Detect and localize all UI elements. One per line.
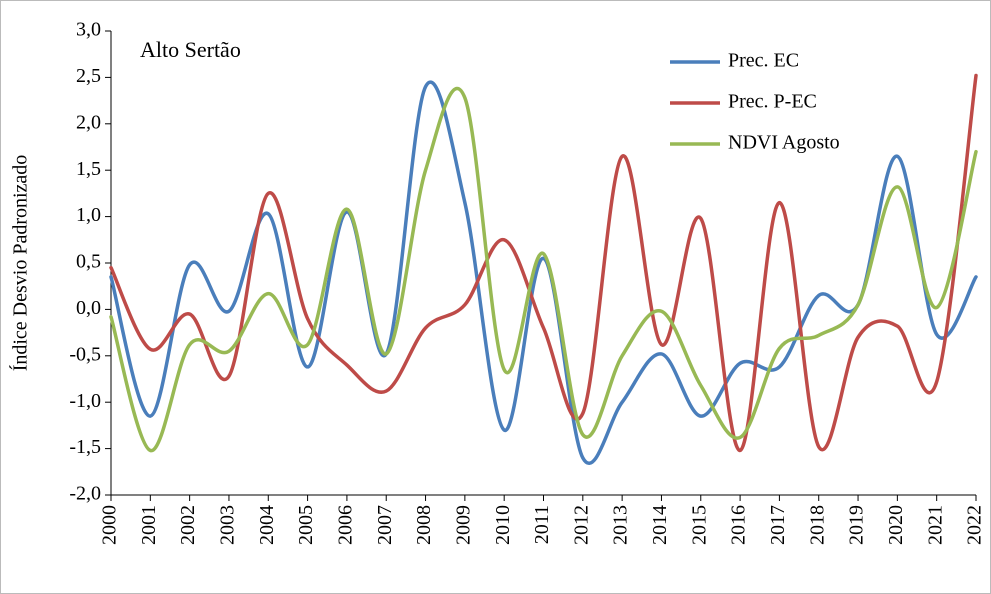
x-tick-label: 2011 <box>531 505 553 544</box>
y-tick-label: 2,5 <box>76 65 101 87</box>
y-tick-label: 3,0 <box>76 19 101 41</box>
x-tick-label: 2021 <box>924 505 946 545</box>
x-tick-label: 2010 <box>492 505 514 545</box>
x-tick-label: 2000 <box>99 505 121 545</box>
x-tick-label: 2009 <box>452 505 474 545</box>
x-tick-label: 2006 <box>335 505 357 545</box>
y-tick-label: -1,5 <box>69 436 101 458</box>
y-tick-label: -0,5 <box>69 343 101 365</box>
y-tick-label: 0,5 <box>76 251 101 273</box>
legend-label: Prec. EC <box>728 50 799 72</box>
x-tick-label: 2007 <box>374 505 396 545</box>
y-tick-label: -1,0 <box>69 390 101 412</box>
x-tick-label: 2003 <box>217 505 239 545</box>
x-tick-label: 2022 <box>964 505 986 545</box>
y-axis-label: Índice Desvio Padronizado <box>9 155 32 372</box>
x-tick-label: 2004 <box>256 505 278 545</box>
chart-title: Alto Sertão <box>140 37 241 62</box>
y-tick-label: 1,5 <box>76 158 101 180</box>
legend-label: NDVI Agosto <box>728 132 840 154</box>
x-tick-label: 2015 <box>688 505 710 545</box>
y-tick-label: 2,0 <box>76 111 101 133</box>
x-tick-label: 2016 <box>728 505 750 545</box>
x-tick-label: 2012 <box>570 505 592 545</box>
x-tick-label: 2014 <box>649 505 671 545</box>
x-tick-label: 2020 <box>885 505 907 545</box>
x-tick-label: 2017 <box>767 505 789 545</box>
legend-label: Prec. P-EC <box>728 91 817 113</box>
x-tick-label: 2005 <box>295 505 317 545</box>
x-tick-label: 2013 <box>610 505 632 545</box>
y-tick-label: 1,0 <box>76 204 101 226</box>
x-tick-label: 2018 <box>806 505 828 545</box>
x-tick-label: 2001 <box>138 505 160 545</box>
x-tick-label: 2019 <box>846 505 868 545</box>
x-tick-label: 2008 <box>413 505 435 545</box>
series-line <box>109 86 978 453</box>
y-tick-label: -2,0 <box>69 483 101 505</box>
y-tick-label: 0,0 <box>76 297 101 319</box>
x-tick-label: 2002 <box>177 505 199 545</box>
series-line <box>109 73 978 453</box>
